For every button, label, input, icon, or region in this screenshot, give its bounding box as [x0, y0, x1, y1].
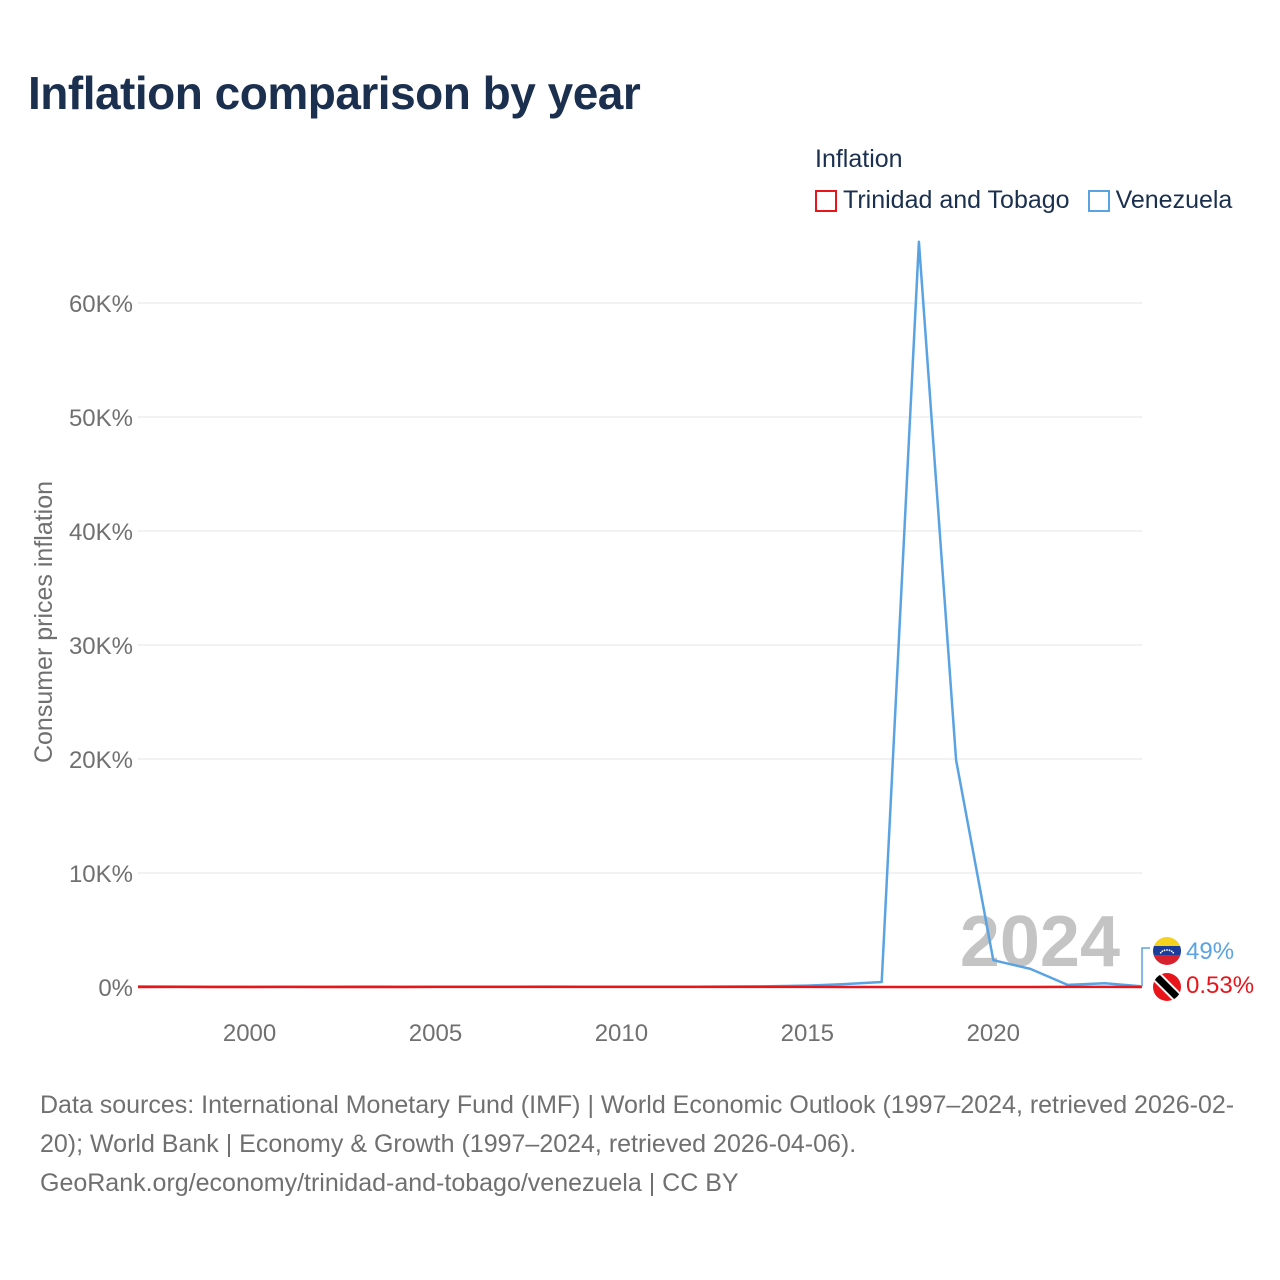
footer: Data sources: International Monetary Fun… [40, 1086, 1250, 1203]
x-axis-ticks: 2000 2005 2010 2015 2020 [223, 1020, 1020, 1047]
y-axis-ticks: 0% 10K% 20K% 30K% 40K% 50K% 60K% [69, 291, 133, 1002]
legend-swatch-venezuela [1087, 189, 1110, 212]
x-tick-label: 2005 [409, 1020, 462, 1047]
chart-title: Inflation comparison by year [28, 67, 641, 119]
y-tick-label: 30K% [69, 633, 133, 660]
x-tick-label: 2015 [781, 1020, 834, 1047]
venezuela-leader-line [1141, 947, 1150, 987]
x-tick-label: 2000 [223, 1020, 276, 1047]
series-lines [137, 240, 1143, 989]
y-axis-label: Consumer prices inflation [30, 481, 58, 763]
trinidad-flag-icon [1153, 973, 1181, 1001]
y-tick-label: 10K% [69, 861, 133, 888]
end-label-trinidad: 0.53% [1186, 972, 1254, 999]
venezuela-flag-icon [1153, 937, 1181, 965]
end-label-venezuela: 49% [1186, 938, 1234, 965]
legend-swatch-trinidad [815, 189, 837, 212]
y-tick-label: 50K% [69, 405, 133, 432]
gridlines [138, 302, 1142, 874]
footer-sources: Data sources: International Monetary Fun… [40, 1091, 1235, 1158]
legend-item-venezuela[interactable]: Venezuela [1087, 186, 1233, 215]
y-tick-label: 0% [98, 975, 133, 1002]
y-tick-label: 40K% [69, 519, 133, 546]
legend-title: Inflation [815, 145, 903, 173]
end-labels: 49% 0.53% [1141, 937, 1254, 1001]
legend-item-trinidad[interactable]: Trinidad and Tobago [815, 186, 1070, 215]
legend-label-trinidad: Trinidad and Tobago [843, 186, 1070, 214]
y-tick-label: 60K% [69, 291, 133, 318]
legend: Trinidad and Tobago Venezuela [815, 186, 1250, 215]
y-tick-label: 20K% [69, 747, 133, 774]
series-line-venezuela[interactable] [137, 240, 1143, 989]
x-tick-label: 2020 [967, 1020, 1020, 1047]
legend-label-venezuela: Venezuela [1115, 186, 1233, 214]
x-tick-label: 2010 [595, 1020, 648, 1047]
footer-link[interactable]: GeoRank.org/economy/trinidad-and-tobago/… [40, 1169, 739, 1197]
current-year-label: 2024 [960, 902, 1120, 982]
